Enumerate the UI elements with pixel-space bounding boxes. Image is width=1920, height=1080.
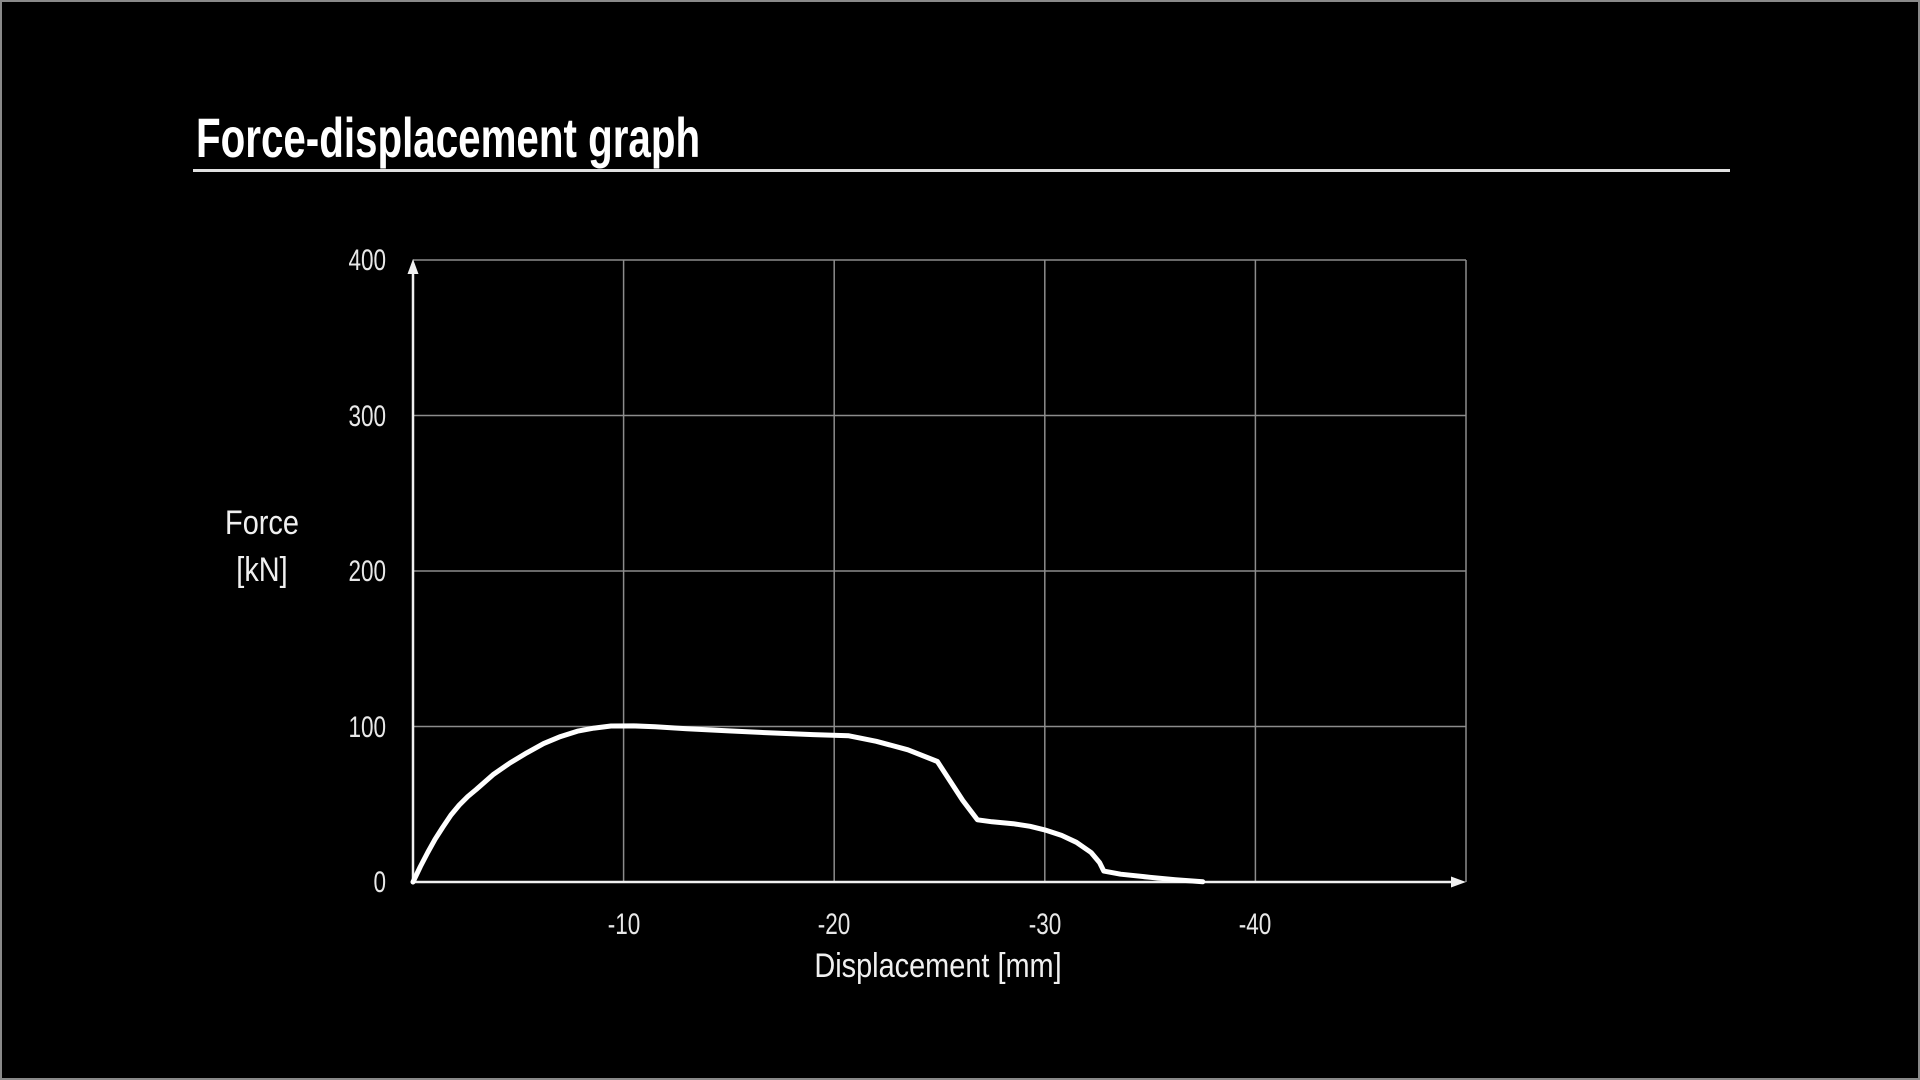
x-axis-arrowhead-icon xyxy=(1451,876,1466,888)
y-axis-arrowhead-icon xyxy=(407,259,419,274)
x-tick-label: -40 xyxy=(1239,908,1272,941)
y-axis-title: Force [kN] xyxy=(169,500,356,594)
axes xyxy=(407,259,1466,888)
y-tick-label: 300 xyxy=(348,399,386,433)
y-axis-title-line2: [kN] xyxy=(236,551,288,589)
title-underline xyxy=(193,169,1730,172)
force-displacement-curve xyxy=(410,723,1206,885)
x-tick-label: -30 xyxy=(1028,908,1062,941)
x-axis-title: Displacement [mm] xyxy=(814,947,1062,985)
y-tick-label: 100 xyxy=(348,710,386,744)
x-tick-label: -20 xyxy=(817,908,851,941)
gridlines xyxy=(413,259,1467,882)
page-title: Force-displacement graph xyxy=(196,106,701,169)
y-tick-label: 200 xyxy=(348,555,386,588)
y-tick-label: 0 xyxy=(373,866,386,899)
x-tick-label: -10 xyxy=(607,908,640,941)
y-tick-label: 400 xyxy=(348,244,386,277)
y-axis-title-line1: Force xyxy=(225,504,299,542)
